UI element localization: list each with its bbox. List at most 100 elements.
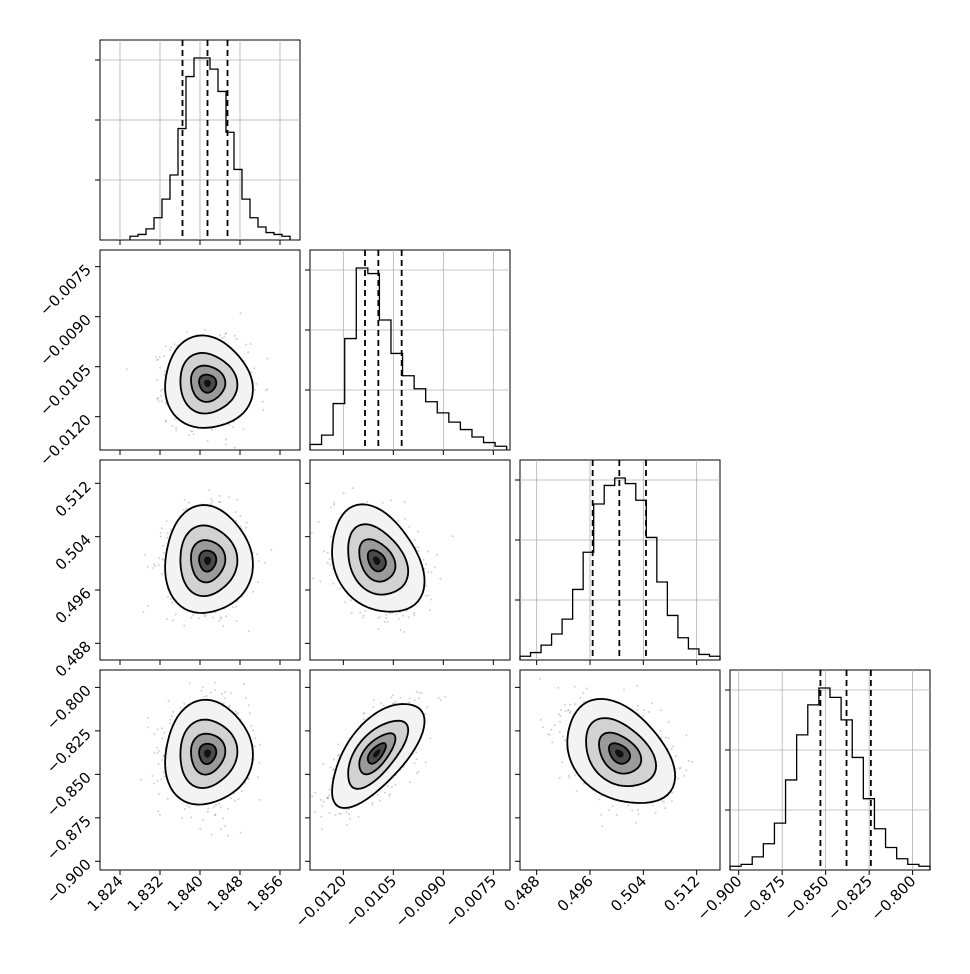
scatter-point — [157, 811, 159, 813]
scatter-point — [245, 527, 247, 529]
scatter-point — [208, 489, 210, 491]
scatter-point — [385, 614, 387, 616]
scatter-panel-3-1 — [300, 670, 510, 870]
scatter-point — [185, 508, 187, 510]
scatter-point — [175, 429, 177, 431]
scatter-point — [318, 521, 320, 523]
scatter-point — [340, 813, 342, 815]
scatter-point — [230, 692, 232, 694]
scatter-point — [218, 803, 220, 805]
scatter-point — [174, 343, 176, 345]
scatter-point — [582, 692, 584, 694]
histogram-panel-1 — [305, 250, 510, 450]
scatter-point — [259, 744, 261, 746]
scatter-point — [230, 797, 232, 799]
scatter-point — [576, 790, 578, 792]
x-tick-label-3-1: −0.875 — [737, 872, 789, 924]
scatter-point — [352, 487, 354, 489]
scatter-point — [156, 359, 158, 361]
histogram-panel-0 — [95, 40, 300, 240]
scatter-point — [238, 798, 240, 800]
scatter-point — [245, 344, 247, 346]
scatter-point — [425, 713, 427, 715]
scatter-point — [328, 789, 330, 791]
scatter-point — [165, 403, 167, 405]
scatter-point — [395, 701, 397, 703]
scatter-point — [397, 520, 399, 522]
scatter-point — [574, 686, 576, 688]
scatter-point — [144, 554, 146, 556]
scatter-point — [161, 759, 163, 761]
scatter-point — [224, 691, 226, 693]
scatter-point — [262, 409, 264, 411]
scatter-point — [157, 763, 159, 765]
scatter-point — [161, 737, 163, 739]
scatter-point — [321, 805, 323, 807]
scatter-point — [212, 617, 214, 619]
scatter-point — [392, 694, 394, 696]
scatter-point — [228, 496, 230, 498]
scatter-point — [236, 620, 238, 622]
scatter-point — [239, 515, 241, 517]
scatter-point — [207, 811, 209, 813]
scatter-point — [425, 595, 427, 597]
scatter-point — [364, 610, 366, 612]
scatter-point — [429, 737, 431, 739]
scatter-point — [344, 601, 346, 603]
scatter-point — [166, 537, 168, 539]
scatter-point — [416, 758, 418, 760]
scatter-point — [258, 762, 260, 764]
scatter-point — [210, 691, 212, 693]
scatter-point — [253, 367, 255, 369]
scatter-point — [147, 605, 149, 607]
scatter-point — [427, 571, 429, 573]
scatter-point — [186, 331, 188, 333]
scatter-point — [190, 430, 192, 432]
scatter-point — [387, 785, 389, 787]
scatter-point — [672, 745, 674, 747]
scatter-point — [225, 438, 227, 440]
scatter-point — [156, 398, 158, 400]
scatter-point — [431, 571, 433, 573]
scatter-point — [262, 401, 264, 403]
scatter-point — [319, 581, 321, 583]
scatter-panel-2-0 — [100, 460, 300, 660]
scatter-point — [426, 706, 428, 708]
scatter-point — [257, 776, 259, 778]
scatter-point — [227, 835, 229, 837]
scatter-point — [547, 733, 549, 735]
scatter-point — [161, 558, 163, 560]
scatter-point — [330, 535, 332, 537]
scatter-point — [240, 525, 242, 527]
scatter-point — [312, 577, 314, 579]
scatter-point — [329, 812, 331, 814]
scatter-point — [236, 338, 238, 340]
scatter-point — [377, 794, 379, 796]
scatter-point — [164, 370, 166, 372]
scatter-point — [418, 697, 420, 699]
scatter-point — [259, 799, 261, 801]
scatter-point — [151, 775, 153, 777]
scatter-point — [172, 602, 174, 604]
scatter-point — [389, 613, 391, 615]
scatter-point — [183, 509, 185, 511]
scatter-point — [235, 606, 237, 608]
scatter-point — [161, 527, 163, 529]
scatter-point — [158, 557, 160, 559]
scatter-point — [413, 614, 415, 616]
scatter-point — [311, 532, 313, 534]
scatter-point — [409, 781, 411, 783]
scatter-point — [439, 578, 441, 580]
scatter-point — [542, 726, 544, 728]
scatter-point — [385, 617, 387, 619]
scatter-point — [167, 596, 169, 598]
scatter-point — [427, 595, 429, 597]
scatter-point — [211, 501, 213, 503]
scatter-point — [175, 614, 177, 616]
scatter-panel-3-2 — [520, 670, 720, 870]
scatter-point — [160, 536, 162, 538]
scatter-point — [211, 429, 213, 431]
axes-frame — [730, 670, 930, 870]
scatter-point — [166, 520, 168, 522]
scatter-point — [417, 531, 419, 533]
